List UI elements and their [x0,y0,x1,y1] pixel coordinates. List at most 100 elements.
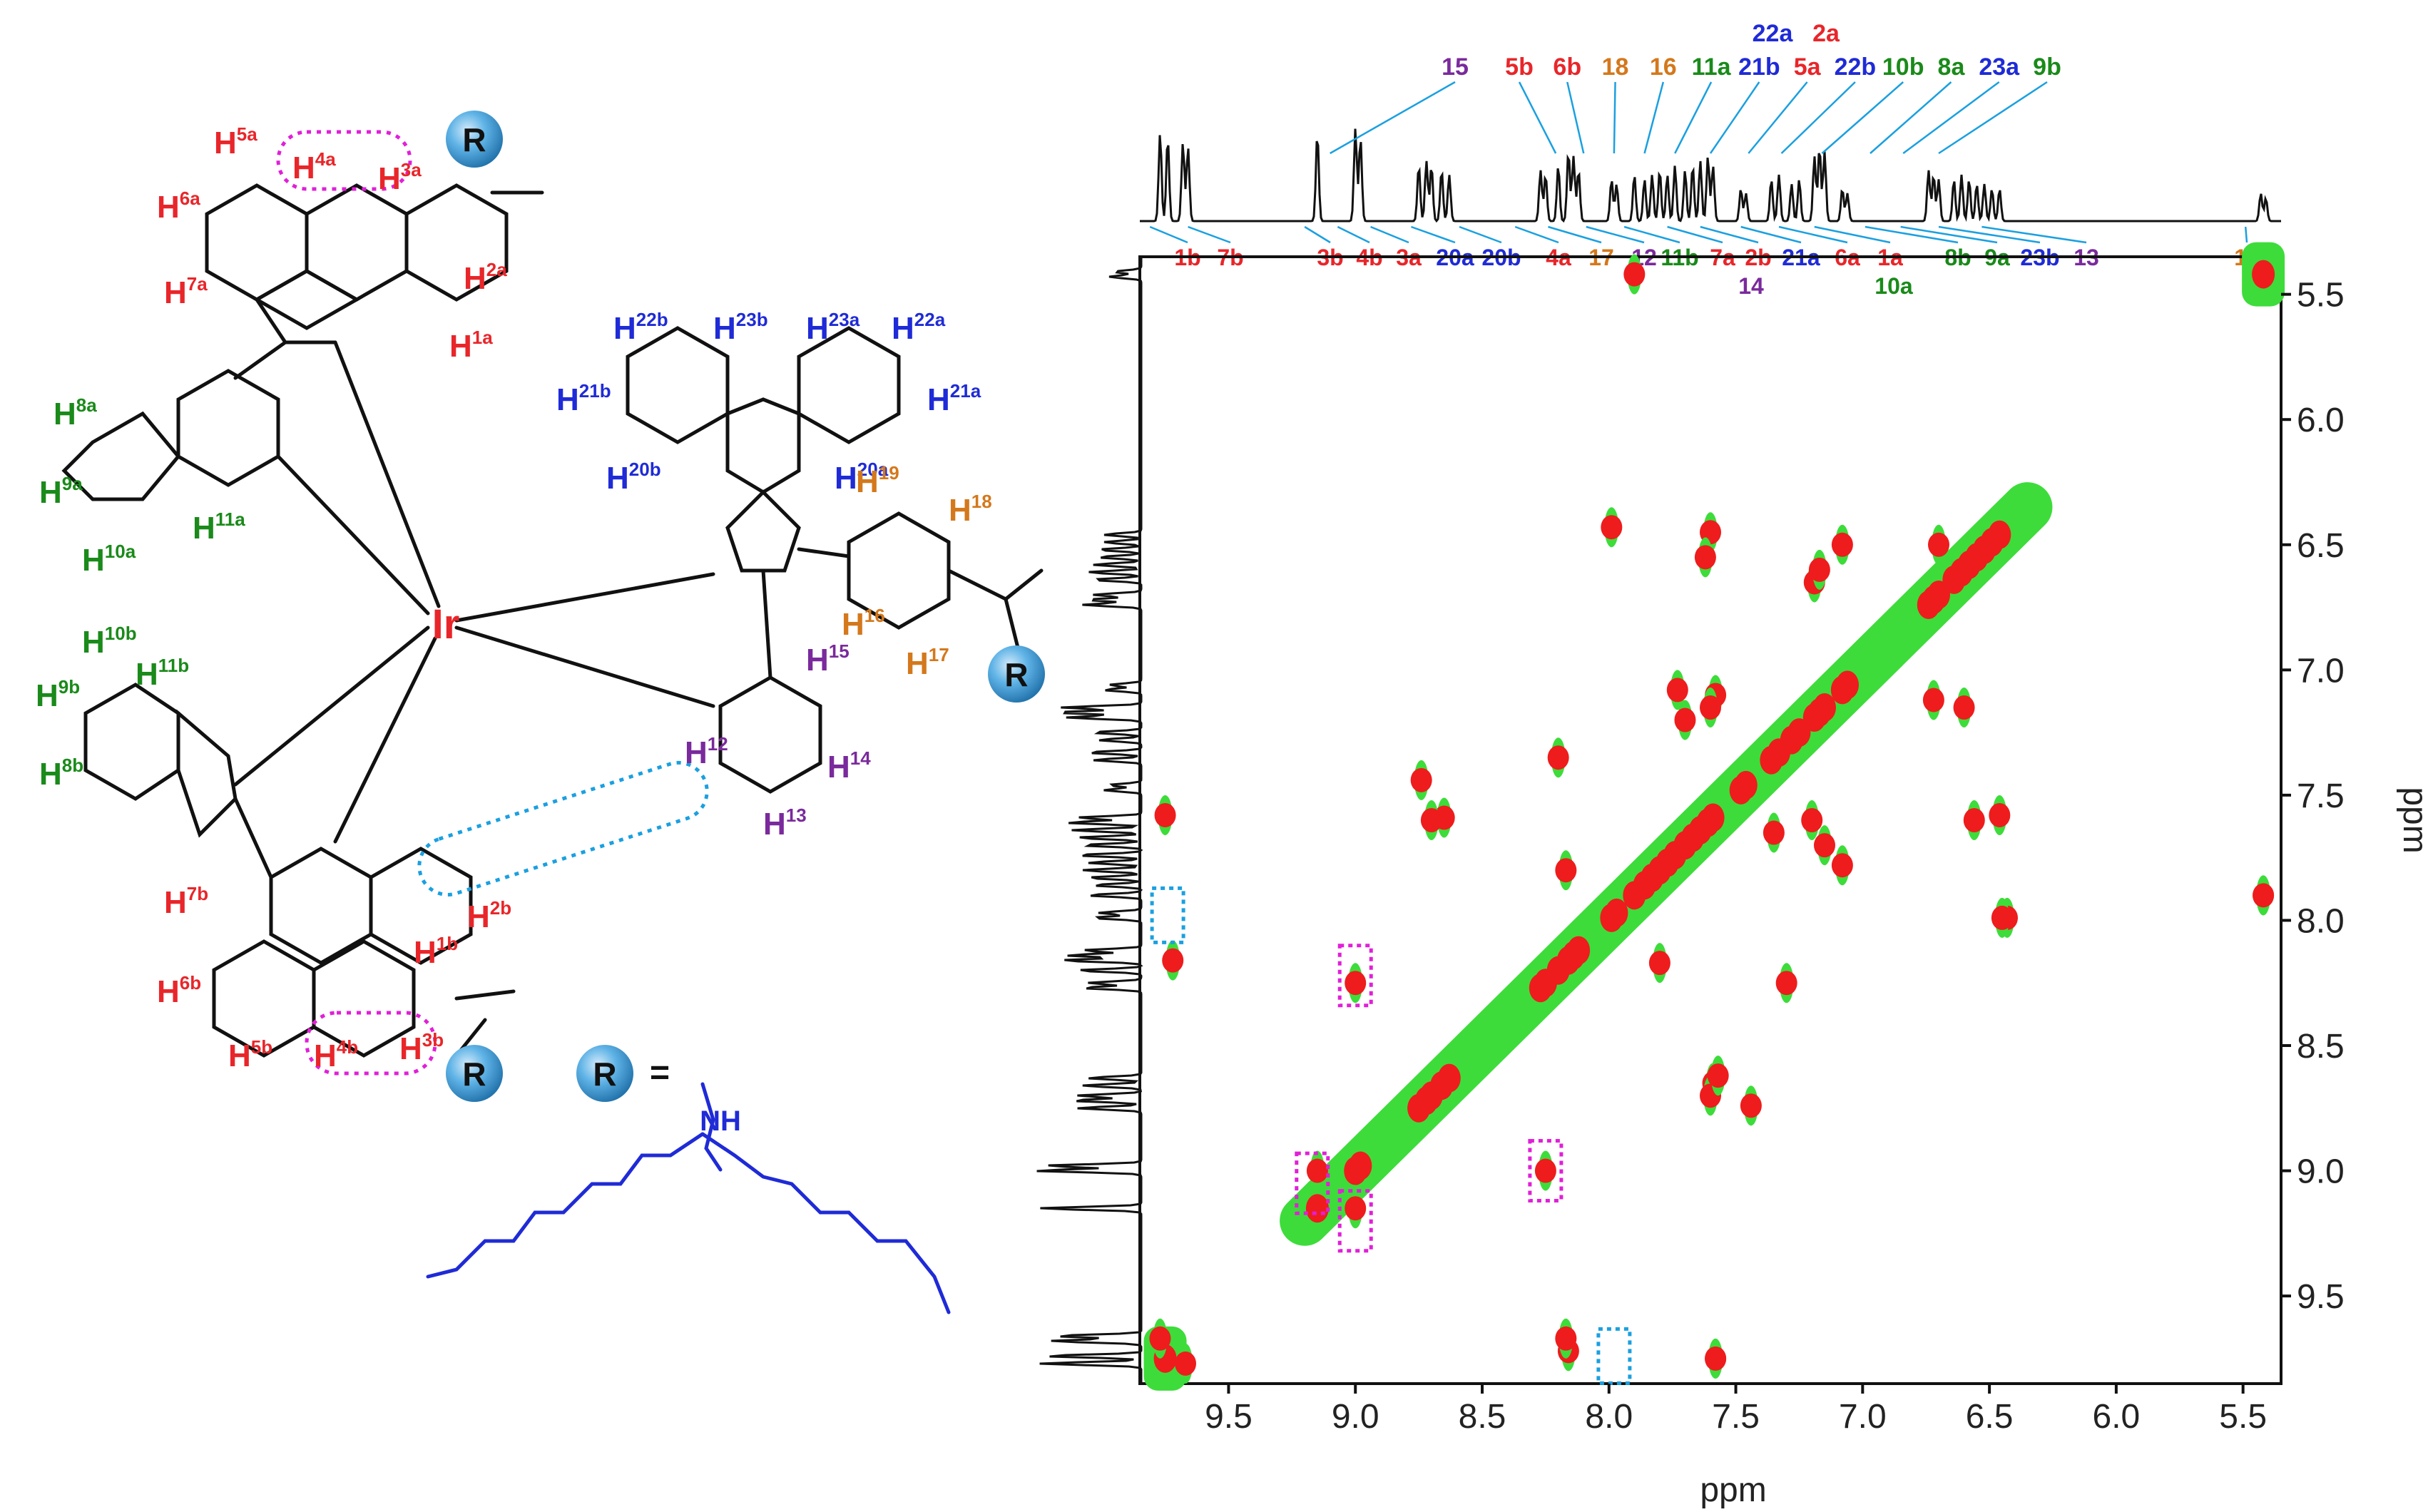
cross-peak [1410,767,1432,792]
cross-peak [1831,853,1853,878]
diagonal-peak [1734,770,1758,800]
proton-label-7a: H7a [164,273,208,310]
ring-a-right [404,183,509,302]
r-equals: = [650,1054,670,1092]
cross-peak [1808,557,1830,582]
cross-peak [1991,905,2013,930]
bottom-leader [1981,225,2087,244]
cross-peak [1547,745,1569,770]
bottom-leader [1700,225,1759,244]
top-label-18: 18 [1602,53,1629,81]
r-group-spheres: R R R R = NH [446,111,1045,1137]
bottom-peak-labels: 1b 7b 3b 4b 3a 20a 20b 4a 17 12 11b 7a 2b 21a 6a 1a 8b 9a… [1149,225,2260,299]
proton-label-10a: H10a [82,541,136,578]
bottom-leader [1411,225,1456,244]
bottom-leader [1149,225,1188,244]
top-label-16: 16 [1650,53,1677,81]
x-axis-title: ppm [1700,1471,1766,1509]
bottom-leader [1938,225,2041,244]
pyridine [718,675,822,794]
bottom-leader [1740,225,1802,244]
top-leader [1821,81,1904,154]
nmr-box-magenta [1295,1151,1330,1215]
cross-peak [1705,1346,1727,1371]
top-label-21b: 21b [1738,53,1780,81]
x-tick-label: 8.5 [1459,1398,1506,1436]
top-label-leaders [1330,81,2048,155]
proton-label-19: H19 [856,462,899,499]
cross-peak [1707,1063,1729,1088]
proton-label-12: H12 [685,733,728,770]
y-axis-title: ppm [2396,787,2428,853]
x-tick-label: 9.0 [1332,1398,1379,1436]
top-label-15: 15 [1442,53,1469,81]
cross-peak [1928,532,1949,557]
top-leader [1330,81,1456,155]
bottom-leader [1814,225,1891,244]
nmr-box-magenta [1528,1139,1564,1203]
y-tick-label: 9.5 [2297,1278,2345,1316]
cross-peak [1775,971,1797,996]
y-tick-label: 6.5 [2297,527,2345,565]
top-leader [1709,81,1760,154]
nmr-box-cyan [1596,1327,1632,1385]
highlight-h4b-h3b [305,1011,437,1076]
r-label-right: R [1004,656,1028,693]
top-leader [1674,81,1713,154]
ring-a-left [205,183,309,302]
proton-label-22a: H22a [892,309,946,346]
diagonal-peak [1927,581,1950,609]
r-sphere-top [446,111,503,168]
r-label-bottom: R [462,1056,486,1093]
top-label-22a: 22a [1753,20,1794,47]
bottom-leader [1623,225,1680,244]
proton-label-8b: H8b [39,755,83,792]
highlight-h4a-h3a [276,130,412,191]
nmr-spectrum-panel: 15 5b 6b 18 16 11a 21b 5a 22b 10b 8a 23a 9b 22a 2a 1b 7… [1036,20,2428,1509]
nmr-box-cyan [1150,886,1185,944]
r-sphere-right [988,645,1045,703]
diagonal-peak [1567,936,1591,965]
cross-peak [1740,1093,1762,1118]
diagonal-band [1143,242,2285,1391]
proton-label-11a: H11a [193,509,245,546]
x-axis: 9.5 9.0 8.5 8.0 7.5 7.0 6.5 6.0 5.5 [1205,1384,2267,1436]
bottom-leader [2244,226,2248,243]
top-leader [1780,81,1856,154]
nmr-box-magenta [1337,1189,1373,1253]
proton-label-9b: H9b [36,676,80,713]
proton-label-2b: H2b [467,897,511,934]
bottom-label-14: 14 [1738,273,1764,299]
top-leader [1643,81,1665,154]
proton-label-17: H17 [906,644,949,681]
proton-label-5b: H5b [228,1036,272,1073]
bottom-leader [1337,225,1370,244]
proton-label-1a: H1a [449,327,493,364]
r-label-top: R [462,121,486,158]
top-leader [1748,81,1808,154]
diagonal-peak [1701,803,1725,832]
benzothiophene-a [176,369,280,487]
diagonal-peak [1349,1151,1372,1180]
proton-label-7b: H7b [164,883,208,920]
aryl-ring [847,511,951,630]
cross-peak [1154,802,1176,827]
y-tick-label: 9.0 [2297,1153,2345,1191]
top-leader [1613,81,1616,154]
bottom-leader [1900,225,1998,244]
cross-peak [1601,515,1623,540]
imidazole [725,489,801,573]
proton-label-15: H15 [806,640,850,678]
top-leader [1566,81,1585,154]
cross-peak [1555,858,1577,883]
top-leader [1902,81,2000,155]
proton-label-3a: H3a [378,159,422,196]
nh-label: NH [700,1105,741,1137]
cross-peak [1963,808,1985,832]
ring-b-mid [312,939,416,1058]
diagonal-peak [1813,693,1836,722]
bottom-leader [1667,225,1723,244]
proton-label-2a: H2a [464,259,507,296]
cross-peak [1831,532,1853,557]
top-label-5b: 5b [1505,53,1534,81]
